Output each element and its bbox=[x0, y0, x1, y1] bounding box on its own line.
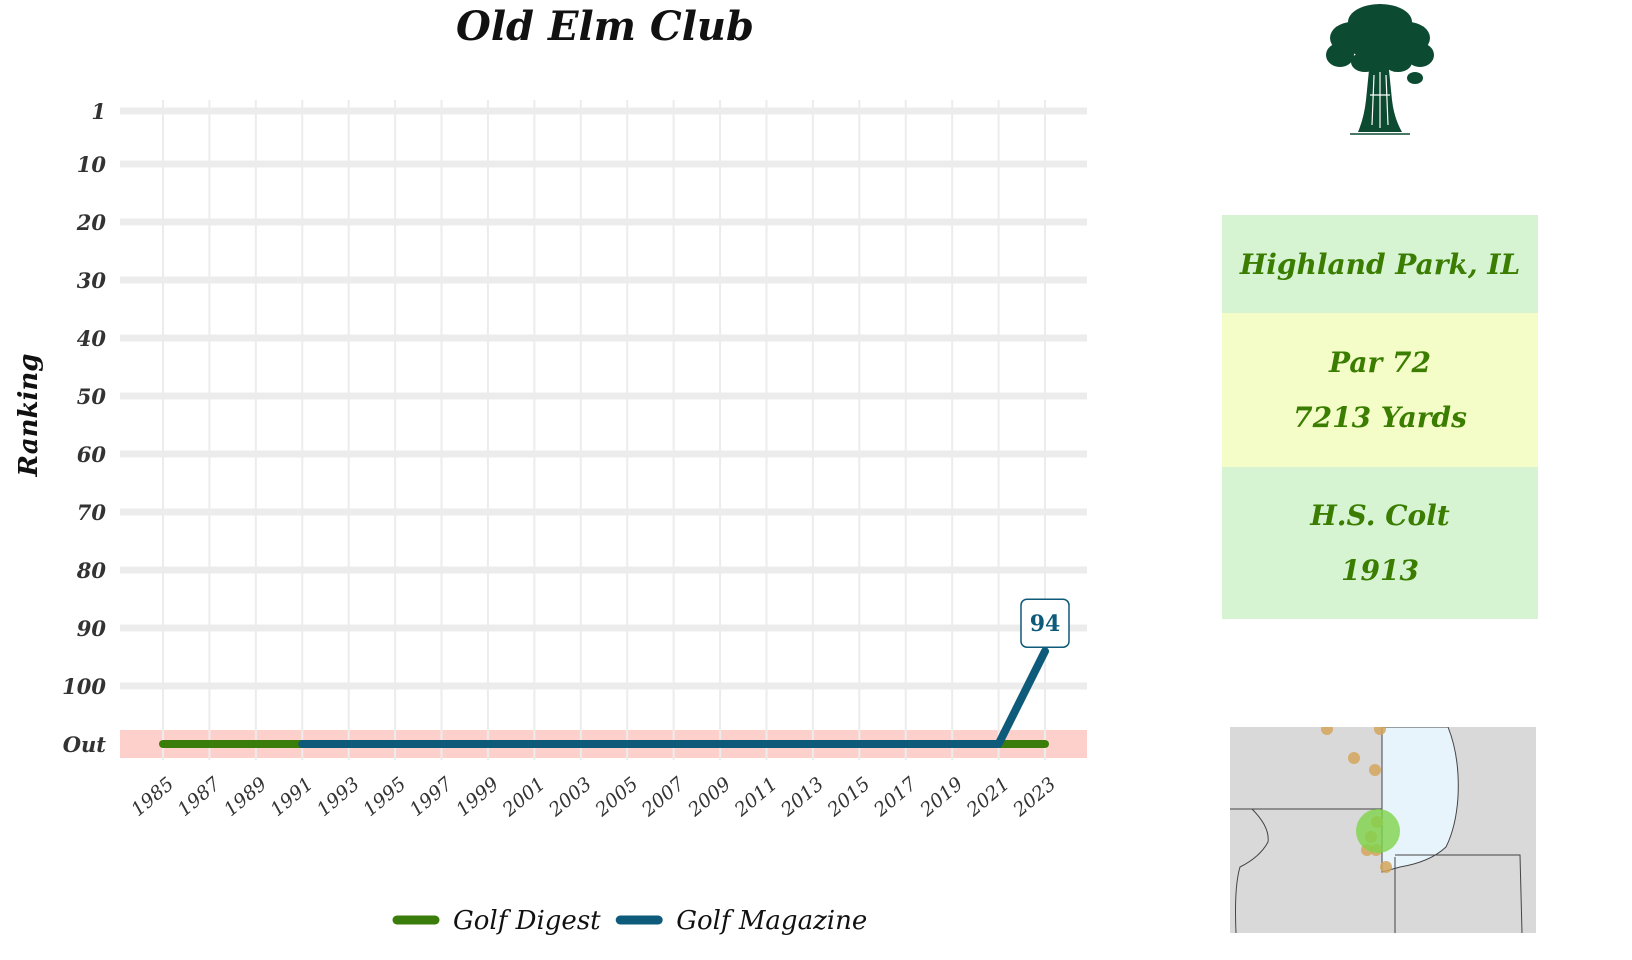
elm-tree-icon bbox=[1326, 4, 1434, 135]
legend: Golf Digest Golf Magazine bbox=[392, 906, 867, 936]
x-tick-label: 2013 bbox=[776, 773, 828, 822]
location-text: Highland Park, IL bbox=[1239, 247, 1521, 281]
legend-label: Golf Digest bbox=[453, 906, 601, 936]
x-tick-label: 2021 bbox=[962, 773, 1014, 822]
y-tick-label: 30 bbox=[77, 268, 107, 293]
architect-block: H.S. Colt 1913 bbox=[1222, 467, 1538, 619]
y-axis-label: Ranking bbox=[14, 354, 44, 478]
map-marker bbox=[1374, 727, 1386, 735]
y-tick-label: 50 bbox=[77, 384, 107, 409]
course-info-panel: Highland Park, IL Par 72 7213 Yards H.S.… bbox=[1222, 215, 1538, 619]
x-tick-label: 1993 bbox=[313, 773, 364, 821]
par-yards-block: Par 72 7213 Yards bbox=[1222, 313, 1538, 467]
y-tick-label: 10 bbox=[77, 152, 107, 177]
chart-title: Old Elm Club bbox=[456, 3, 754, 50]
y-tick-label: 80 bbox=[76, 558, 107, 583]
state-border-indiana bbox=[1395, 854, 1523, 933]
y-tick-label: 40 bbox=[77, 326, 107, 351]
regional-map bbox=[1230, 727, 1536, 933]
x-tick-label: 2023 bbox=[1008, 773, 1060, 822]
y-tick-layer: 1 10 20 30 40 50 60 70 80 90 100 Out bbox=[62, 99, 106, 757]
x-tick-label: 1985 bbox=[127, 773, 178, 821]
x-tick-layer: 1985198719891991199319951997199920012003… bbox=[127, 772, 1060, 821]
highlight-marker bbox=[1356, 809, 1400, 853]
y-tick-label: 90 bbox=[77, 616, 107, 641]
y-tick-label: 1 bbox=[91, 99, 106, 124]
y-tick-label: 60 bbox=[77, 442, 107, 467]
year-text: 1913 bbox=[1341, 554, 1419, 587]
grid-layer bbox=[120, 100, 1087, 760]
annotation-layer: 94 bbox=[1020, 598, 1070, 648]
par-text: Par 72 bbox=[1329, 346, 1431, 379]
map-marker bbox=[1369, 764, 1381, 776]
x-tick-label: 1989 bbox=[220, 773, 271, 821]
map-marker bbox=[1348, 752, 1360, 764]
x-tick-label: 2003 bbox=[544, 773, 596, 822]
map-marker bbox=[1321, 727, 1333, 735]
y-tick-label: 100 bbox=[62, 674, 106, 699]
x-tick-label: 2005 bbox=[590, 773, 642, 822]
y-tick-label: 70 bbox=[77, 500, 107, 525]
lake-michigan bbox=[1381, 727, 1459, 873]
location-block: Highland Park, IL bbox=[1222, 215, 1538, 313]
x-tick-label: 2009 bbox=[683, 773, 735, 822]
yards-text: 7213 Yards bbox=[1293, 401, 1467, 434]
map-marker bbox=[1380, 861, 1392, 873]
architect-text: H.S. Colt bbox=[1310, 499, 1450, 532]
x-tick-label: 1987 bbox=[173, 772, 225, 821]
x-tick-label: 1995 bbox=[359, 773, 410, 821]
x-tick-label: 2011 bbox=[730, 773, 782, 822]
x-tick-label: 2017 bbox=[869, 772, 922, 821]
state-border-river bbox=[1235, 808, 1269, 933]
y-tick-label: 20 bbox=[76, 210, 107, 235]
x-tick-label: 2007 bbox=[637, 772, 690, 821]
x-tick-label: 2019 bbox=[915, 773, 967, 822]
x-tick-label: 1999 bbox=[452, 773, 503, 821]
annotation-label: 94 bbox=[1030, 611, 1061, 637]
series-layer bbox=[159, 647, 1049, 748]
series-line-golf-magazine bbox=[298, 647, 1049, 748]
x-tick-label: 2001 bbox=[498, 773, 550, 822]
x-tick-label: 1991 bbox=[266, 773, 317, 821]
x-tick-label: 1997 bbox=[406, 772, 458, 821]
x-tick-label: 2015 bbox=[823, 773, 875, 822]
y-tick-label: Out bbox=[63, 732, 107, 757]
annotation-box bbox=[1020, 598, 1070, 648]
legend-label: Golf Magazine bbox=[676, 906, 867, 936]
